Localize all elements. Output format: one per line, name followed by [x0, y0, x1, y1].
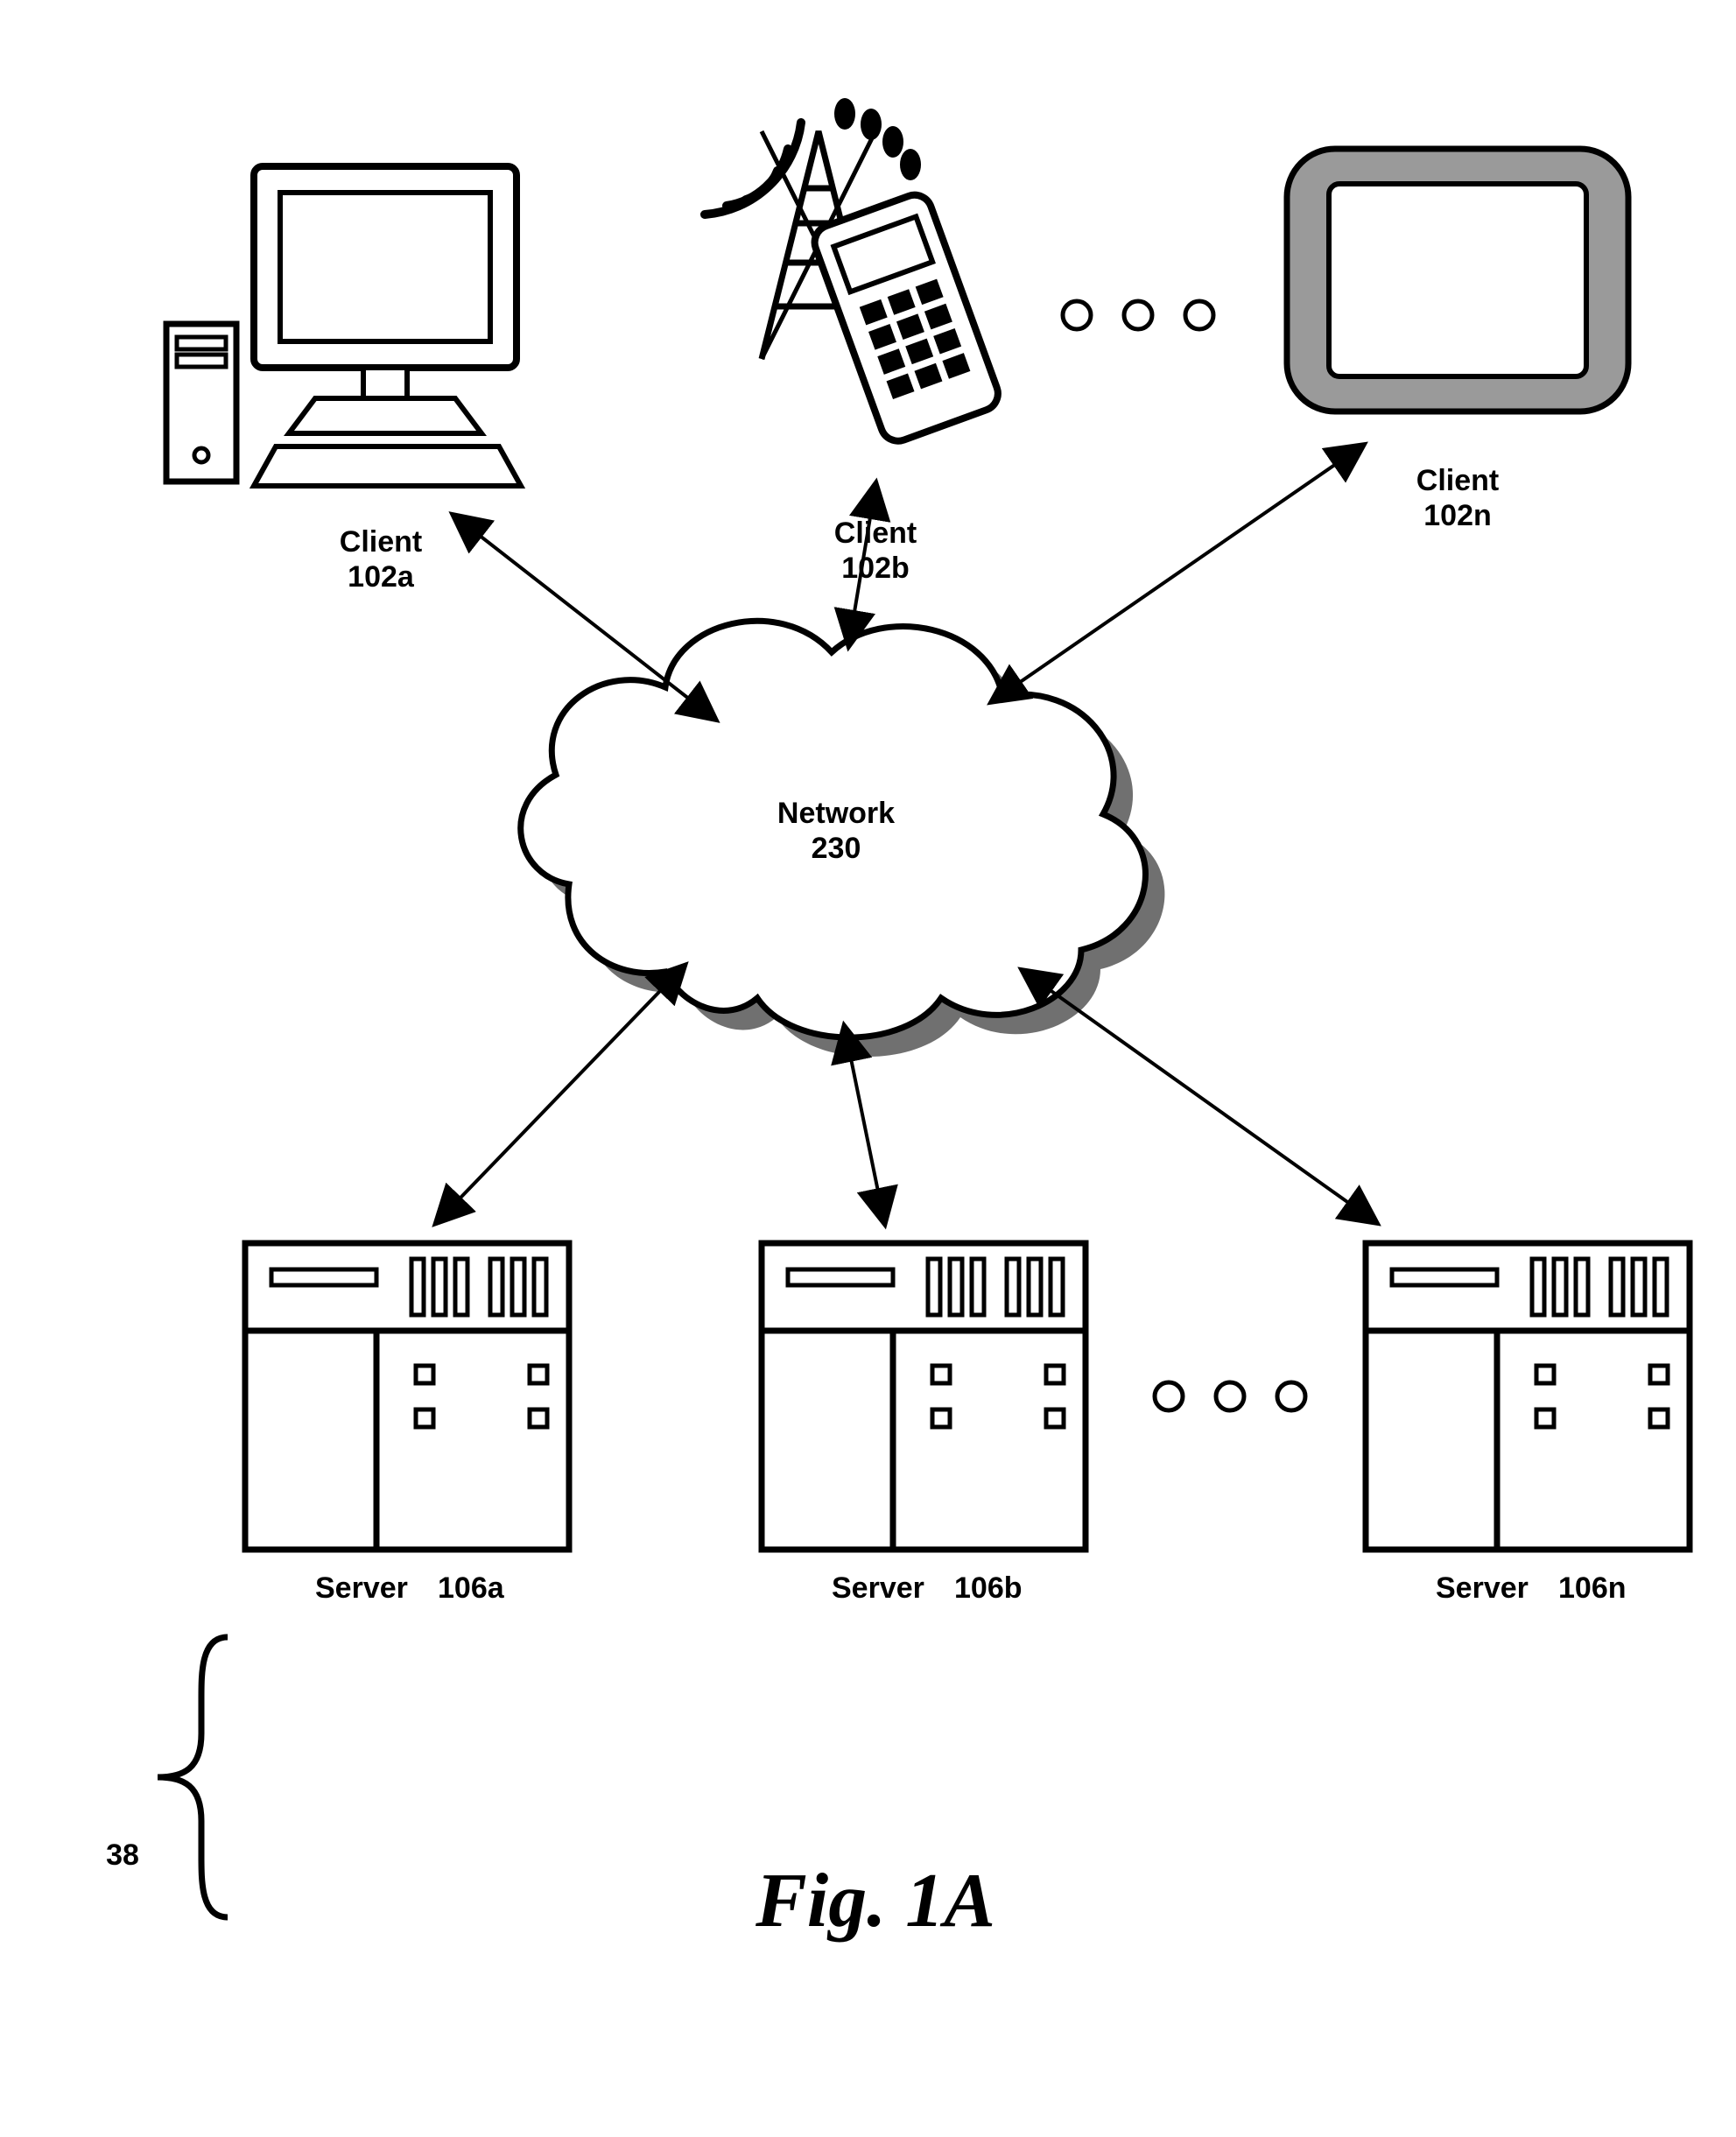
- edge-server-a: [438, 967, 683, 1221]
- client-a-label-2: 102a: [348, 560, 415, 594]
- clients-ellipsis: [1063, 301, 1213, 329]
- figure-caption: Fig. 1A: [755, 1859, 995, 1944]
- server-b-label-1: Server: [832, 1571, 924, 1605]
- server-a: [245, 1243, 569, 1550]
- edge-client-n: [994, 446, 1361, 700]
- client-b: [705, 98, 1002, 446]
- edge-server-n: [1024, 972, 1374, 1221]
- server-n-label-2: 106n: [1558, 1571, 1627, 1605]
- network-label-1: Network: [777, 797, 895, 830]
- client-n: [1287, 149, 1628, 411]
- client-a: [166, 166, 521, 486]
- server-n-label-1: Server: [1436, 1571, 1529, 1605]
- edge-server-b: [845, 1029, 884, 1221]
- server-group-brace: [158, 1637, 228, 1917]
- servers-ellipsis: [1155, 1382, 1305, 1410]
- client-b-label-1: Client: [834, 517, 917, 550]
- client-a-label-1: Client: [340, 525, 422, 559]
- server-a-label-2: 106a: [438, 1571, 505, 1605]
- client-b-label-2: 102b: [841, 552, 910, 585]
- server-b-label-2: 106b: [954, 1571, 1023, 1605]
- client-n-label-1: Client: [1416, 464, 1499, 497]
- network-label-2: 230: [812, 832, 861, 865]
- client-n-label-2: 102n: [1423, 499, 1492, 532]
- server-group-ref: 38: [106, 1838, 139, 1872]
- server-a-label-1: Server: [315, 1571, 408, 1605]
- server-n: [1366, 1243, 1690, 1550]
- server-b: [762, 1243, 1086, 1550]
- edge-client-a: [455, 517, 713, 718]
- diagram-root: Client 102a: [0, 0, 1736, 2137]
